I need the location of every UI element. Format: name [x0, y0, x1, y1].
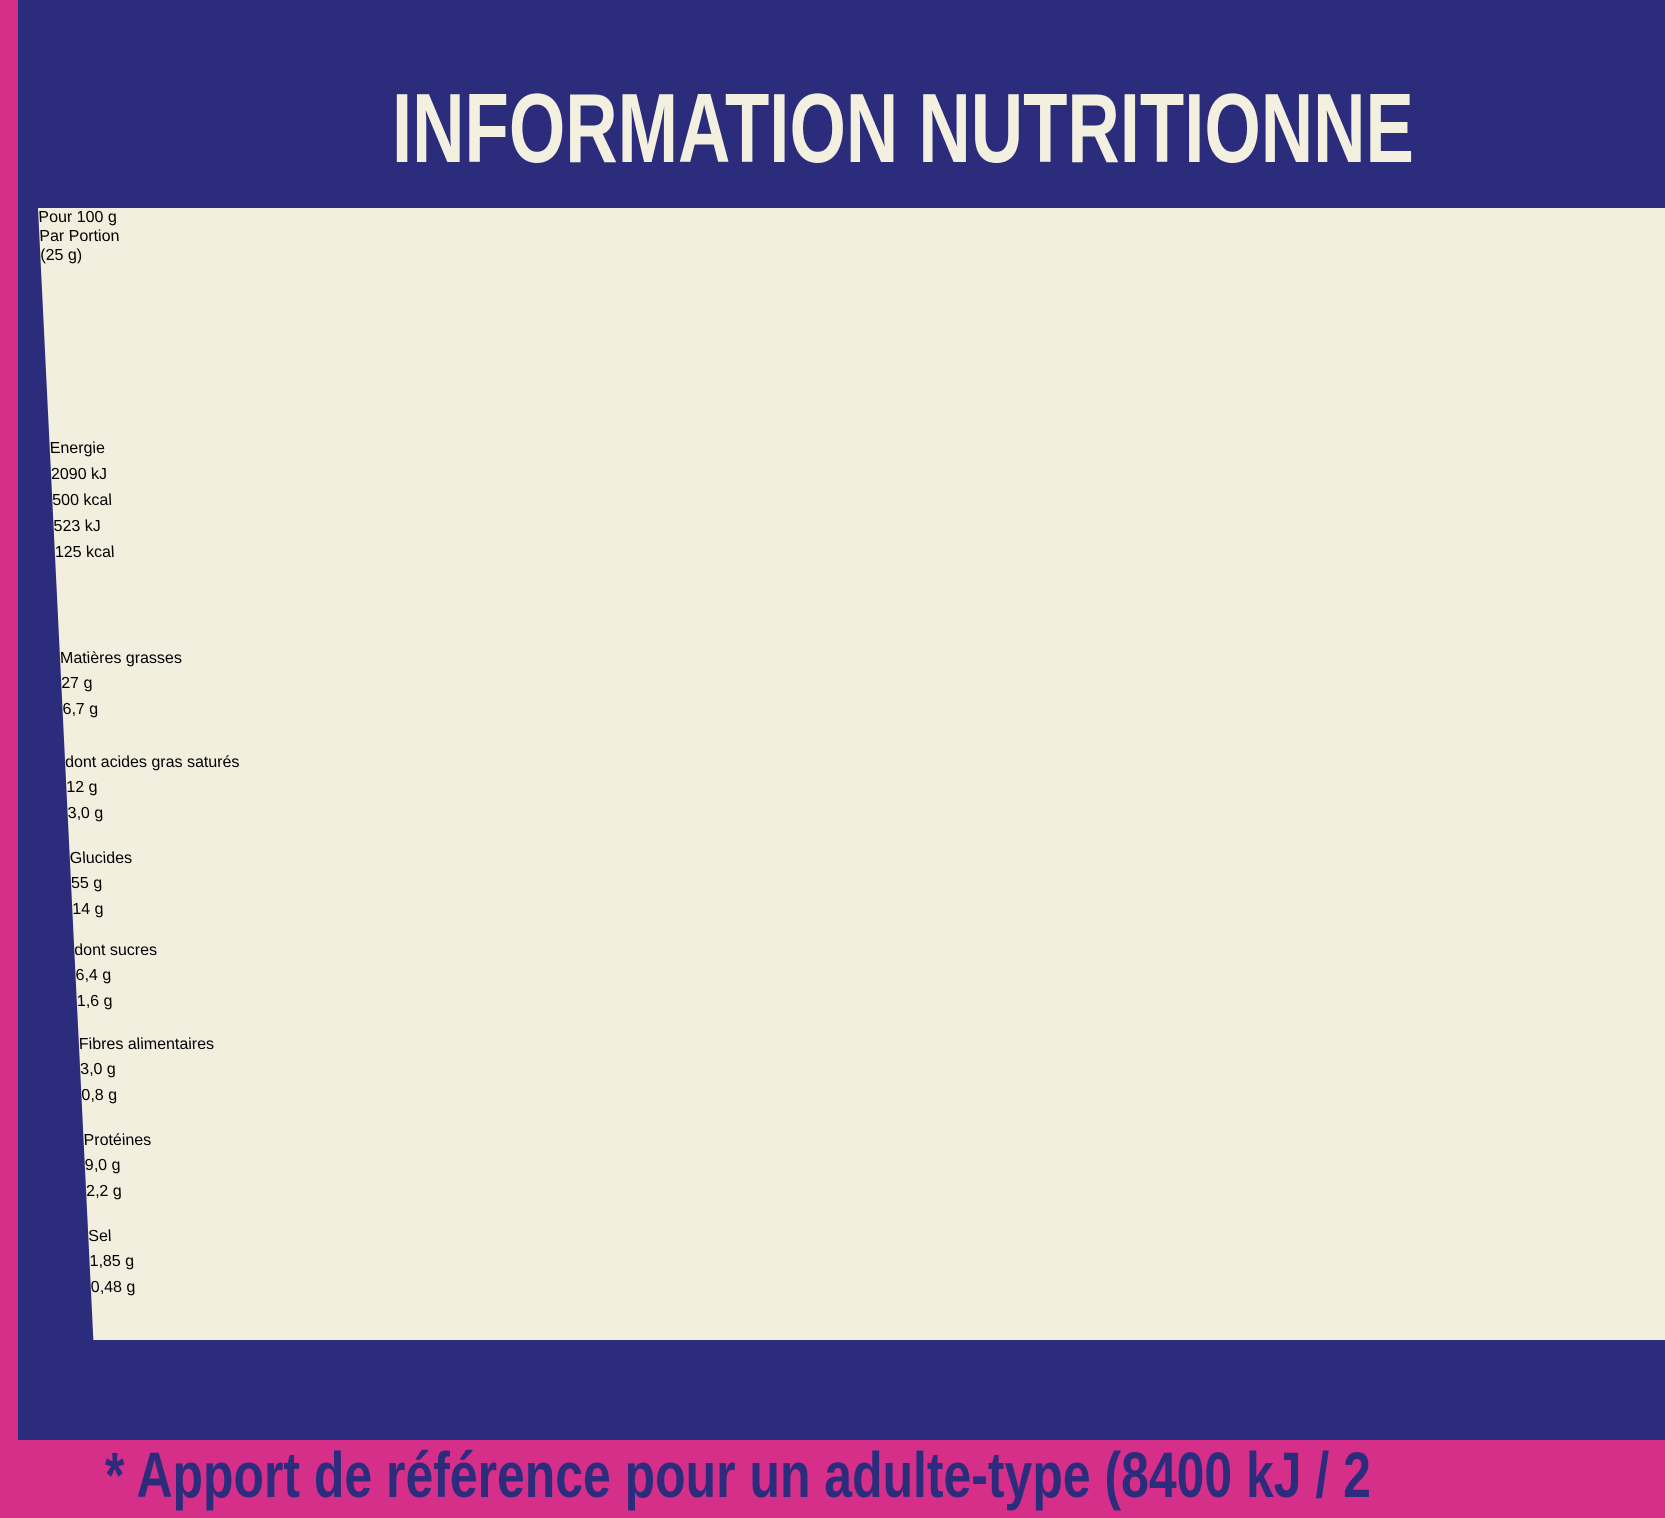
cell-value: 2090 kJ 500 kcal [50, 462, 1665, 514]
cell-value: 0,48 g [90, 1278, 136, 1296]
cell-value: 12 g [65, 779, 98, 797]
table-row: dont acides gras saturés 12 g 3,0 g [65, 750, 1665, 846]
column-header: Par Portion (25 g) [39, 227, 1665, 265]
cell-line: 523 kJ [53, 517, 102, 535]
cell-value: 2,2 g [85, 1182, 123, 1200]
cell-value: 27 g [60, 675, 93, 693]
row-label: Energie [49, 440, 106, 457]
row-label: Glucides [69, 850, 133, 867]
table-row: Energie 2090 kJ 500 kcal 523 kJ 125 kcal [49, 436, 1665, 646]
table-row: Fibres alimentaires 3,0 g 0,8 g [78, 1032, 1665, 1128]
table-row: Glucides 55 g 14 g [69, 846, 1665, 938]
table-row: Protéines 9,0 g 2,2 g [83, 1128, 1665, 1224]
row-label: dont sucres [73, 942, 158, 959]
table-row: dont sucres 6,4 g 1,6 g [74, 938, 1665, 1032]
row-label: Matières grasses [59, 650, 183, 667]
cell-value: 6,7 g [62, 700, 99, 718]
cell-value: 6,4 g [75, 967, 112, 985]
cell-line: Par Portion [38, 228, 120, 246]
cell-value: 1,85 g [89, 1253, 135, 1271]
row-label: Protéines [83, 1132, 152, 1149]
cell-value: 14 g [71, 900, 104, 918]
row-label: Sel [87, 1228, 112, 1245]
cell-line: (25 g) [39, 247, 83, 265]
cell-value: 55 g [70, 875, 103, 893]
cell-line: 500 kcal [51, 491, 113, 509]
nutrition-table: Pour 100 g Par Portion (25 g) Energie 2090 k… [38, 208, 1665, 1340]
cell-line: 2090 kJ [50, 465, 108, 483]
cell-value: 1,6 g [76, 992, 113, 1010]
cell-value: 523 kJ 125 kcal [53, 514, 1665, 566]
cell-value: 0,8 g [80, 1086, 118, 1104]
row-label: dont acides gras saturés [64, 754, 240, 771]
cell-value: 3,0 g [67, 804, 104, 822]
cell-line: 125 kcal [54, 543, 115, 561]
footnote: * Apport de référence pour un adulte-typ… [105, 1439, 1371, 1511]
title: INFORMATION NUTRITIONNE [392, 73, 1414, 183]
column-header: Pour 100 g [38, 209, 118, 226]
header-row: Pour 100 g Par Portion (25 g) [38, 208, 1665, 436]
cell-value: 3,0 g [79, 1061, 117, 1079]
cell-value: 9,0 g [84, 1157, 121, 1175]
table-row: Sel 1,85 g 0,48 g [88, 1224, 1665, 1340]
table-row: Matières grasses 27 g 6,7 g [59, 646, 1665, 750]
row-label: Fibres alimentaires [78, 1036, 215, 1053]
